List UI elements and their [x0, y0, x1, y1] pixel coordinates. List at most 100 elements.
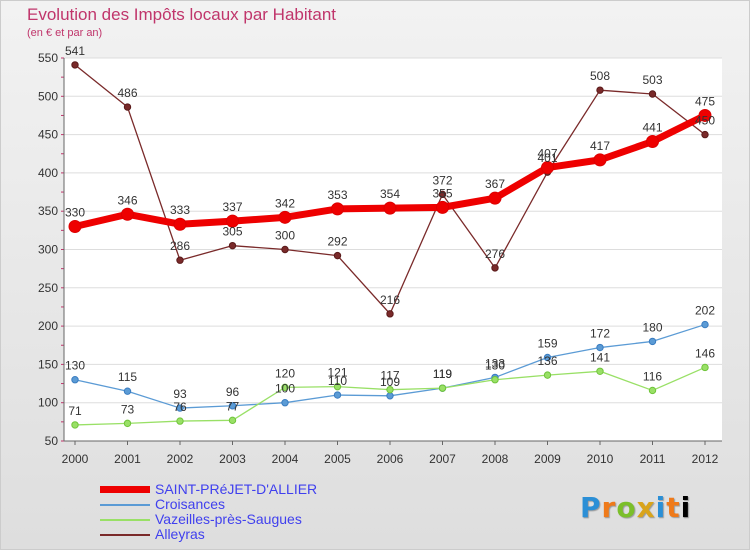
- data-point: [596, 367, 604, 375]
- data-point: [543, 371, 552, 379]
- data-label: 130: [485, 359, 505, 373]
- x-tick-label: 2006: [377, 452, 404, 466]
- data-label: 202: [695, 304, 715, 318]
- data-label: 133: [485, 356, 505, 370]
- data-label: 119: [433, 367, 452, 381]
- x-tick-label: 2011: [640, 452, 666, 466]
- y-tick-label: 250: [38, 281, 58, 295]
- y-tick-label: 400: [38, 166, 58, 180]
- data-label: 292: [327, 235, 347, 249]
- data-label: 330: [65, 206, 85, 220]
- x-tick-label: 2012: [692, 452, 719, 466]
- data-point: [173, 217, 187, 231]
- data-label: 71: [68, 404, 82, 418]
- logo-letter: i: [655, 491, 667, 524]
- data-label: 130: [65, 359, 85, 373]
- data-label: 216: [380, 293, 400, 307]
- data-label: 172: [590, 327, 610, 341]
- legend-swatch: [100, 504, 150, 506]
- data-label: 305: [222, 225, 242, 239]
- data-point: [701, 130, 709, 139]
- data-label: 121: [327, 366, 347, 380]
- y-tick-label: 100: [38, 396, 58, 410]
- data-label: 337: [222, 200, 242, 214]
- data-point: [123, 387, 132, 395]
- data-label: 141: [590, 350, 610, 364]
- logo-letter: P: [580, 491, 602, 524]
- data-point: [333, 251, 342, 260]
- data-label: 117: [380, 369, 399, 383]
- data-label: 372: [432, 173, 452, 187]
- data-label: 417: [590, 139, 610, 153]
- x-tick-label: 2007: [429, 452, 456, 466]
- data-label: 441: [642, 120, 662, 134]
- data-point: [281, 245, 289, 254]
- data-point: [541, 161, 554, 175]
- chart-subtitle: (en € et par an): [27, 27, 103, 39]
- x-tick-label: 2003: [219, 452, 246, 466]
- data-label: 96: [226, 385, 240, 399]
- legend-label: SAINT-PRéJET-D'ALLIER: [155, 481, 318, 497]
- data-point: [228, 416, 237, 425]
- x-tick-label: 2008: [482, 452, 509, 466]
- data-point: [646, 134, 659, 148]
- data-label: 541: [65, 44, 85, 58]
- data-label: 353: [327, 188, 347, 202]
- data-point: [491, 376, 499, 384]
- y-tick-label: 350: [38, 204, 58, 218]
- data-point: [386, 310, 394, 318]
- y-tick-label: 500: [38, 89, 58, 103]
- data-point: [68, 220, 82, 234]
- data-label: 333: [170, 203, 190, 217]
- logo-letter: r: [601, 491, 617, 524]
- data-point: [71, 376, 79, 384]
- data-point: [176, 417, 184, 425]
- data-point: [491, 264, 499, 272]
- y-tick-label: 50: [45, 434, 59, 448]
- data-point: [596, 343, 604, 352]
- data-label: 354: [380, 187, 400, 201]
- data-label: 276: [485, 247, 505, 261]
- data-point: [333, 382, 342, 391]
- legend-swatch: [100, 519, 150, 521]
- proxiti-logo: Proxiti: [580, 491, 691, 524]
- logo-letter: i: [680, 491, 692, 524]
- y-tick-label: 150: [38, 357, 58, 371]
- x-tick-label: 2009: [534, 452, 561, 466]
- data-label: 159: [537, 337, 557, 351]
- data-label: 407: [537, 147, 557, 161]
- data-label: 180: [642, 320, 662, 334]
- data-label: 120: [275, 366, 295, 380]
- logo-letter: x: [636, 491, 656, 524]
- data-label: 300: [275, 229, 295, 243]
- data-label: 367: [485, 177, 505, 191]
- data-point: [596, 86, 604, 94]
- data-label: 119: [433, 367, 452, 381]
- y-tick-label: 200: [38, 319, 58, 333]
- x-tick-label: 2005: [324, 452, 351, 466]
- y-tick-label: 450: [38, 128, 58, 142]
- data-label: 93: [173, 387, 187, 401]
- legend-label: Vazeilles-près-Saugues: [155, 511, 302, 527]
- data-label: 475: [695, 94, 715, 108]
- x-tick-label: 2010: [587, 452, 614, 466]
- data-point: [386, 385, 394, 394]
- legend-label: Croisances: [155, 496, 226, 512]
- data-point: [648, 386, 657, 395]
- data-point: [593, 153, 607, 167]
- legend-swatch: [100, 534, 150, 536]
- data-label: 146: [695, 346, 715, 360]
- data-point: [701, 320, 709, 329]
- data-label: 76: [173, 400, 187, 414]
- data-label: 355: [432, 186, 452, 200]
- data-point: [438, 384, 447, 392]
- logo-letter: t: [666, 491, 681, 524]
- data-point: [121, 207, 134, 221]
- y-tick-label: 550: [38, 51, 58, 65]
- data-point: [383, 201, 397, 215]
- data-point: [278, 210, 292, 224]
- data-point: [226, 214, 239, 228]
- data-label: 508: [590, 69, 610, 83]
- data-label: 342: [275, 196, 295, 210]
